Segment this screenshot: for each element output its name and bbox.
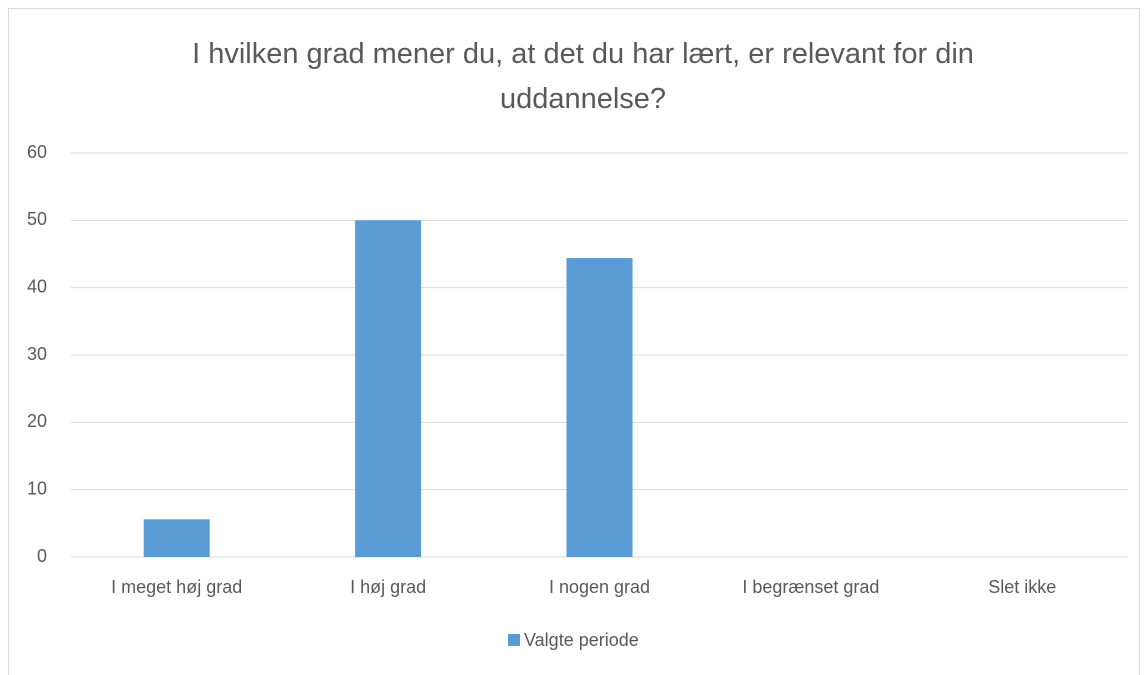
y-tick-label: 50 (27, 209, 47, 229)
y-tick-label: 60 (27, 142, 47, 162)
x-tick-label: I begrænset grad (742, 577, 879, 597)
x-tick-label: I høj grad (350, 577, 426, 597)
x-tick-label: Slet ikke (988, 577, 1056, 597)
chart-frame (8, 8, 1140, 675)
x-tick-label: I nogen grad (549, 577, 650, 597)
bar (143, 519, 210, 557)
y-tick-label: 10 (27, 478, 47, 498)
x-tick-label: I meget høj grad (111, 577, 242, 597)
legend-label: Valgte periode (524, 630, 639, 650)
bar (566, 258, 633, 557)
y-tick-label: 30 (27, 344, 47, 364)
bar (355, 220, 422, 558)
y-tick-label: 0 (37, 546, 47, 566)
y-tick-label: 40 (27, 276, 47, 296)
y-tick-label: 20 (27, 411, 47, 431)
legend-swatch (508, 634, 520, 646)
chart-title: I hvilken grad mener du, at det du har l… (192, 38, 974, 115)
